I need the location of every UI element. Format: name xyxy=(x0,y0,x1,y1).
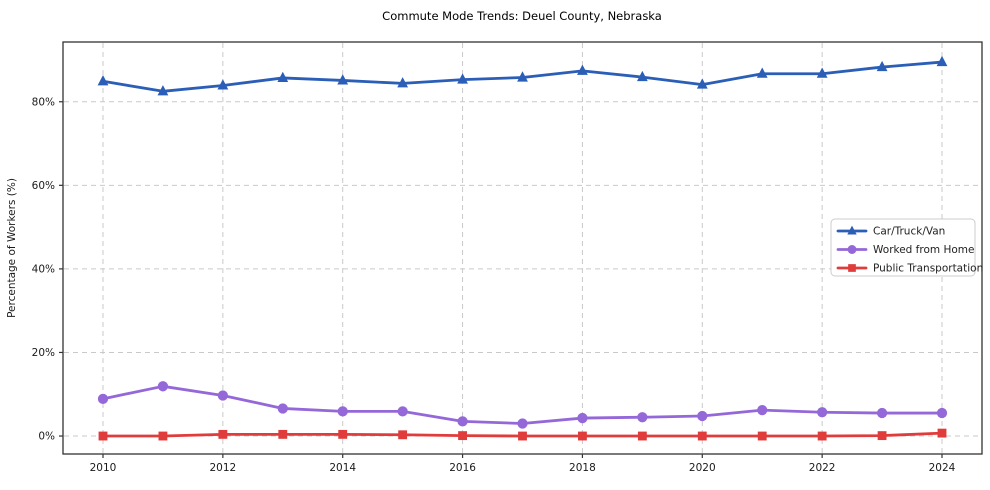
legend-item-worked-from-home: Worked from Home xyxy=(836,244,974,256)
square-marker xyxy=(817,431,827,441)
square-marker xyxy=(637,431,647,441)
legend-box xyxy=(830,218,976,277)
circle-marker xyxy=(697,410,708,422)
square-marker xyxy=(338,429,348,439)
plot-border xyxy=(62,41,983,455)
x-axis: 2010 2012 2014 2016 2018 2020 2022 2024 xyxy=(90,454,956,474)
circle-marker xyxy=(637,412,648,423)
data-series xyxy=(97,55,948,441)
y-tick-label: 60% xyxy=(32,180,55,192)
legend-item-public-transportation: Public Transportation xyxy=(836,263,983,275)
square-marker xyxy=(218,429,228,439)
triangle-marker xyxy=(277,71,289,82)
triangle-marker xyxy=(636,70,648,82)
circle-marker xyxy=(936,407,948,419)
square-marker xyxy=(757,431,767,441)
triangle-marker xyxy=(517,71,528,82)
x-tick-label: 2012 xyxy=(209,462,236,474)
x-tick-label: 2020 xyxy=(689,462,716,474)
y-tick-label: 80% xyxy=(32,96,55,108)
series-worked-from-home xyxy=(97,381,948,429)
circle-marker xyxy=(757,404,768,416)
circle-marker xyxy=(337,406,348,417)
series-public-transportation xyxy=(98,428,947,441)
square-marker xyxy=(848,264,856,272)
triangle-marker xyxy=(696,78,708,89)
square-marker xyxy=(278,429,288,439)
circle-marker xyxy=(847,245,857,254)
x-tick-label: 2022 xyxy=(809,462,836,474)
x-tick-label: 2024 xyxy=(929,462,956,474)
square-marker xyxy=(937,428,947,438)
square-marker xyxy=(518,431,527,441)
x-tick-label: 2010 xyxy=(90,462,117,474)
square-marker xyxy=(158,431,168,441)
triangle-marker xyxy=(397,77,409,88)
legend-label: Public Transportation xyxy=(873,263,983,275)
triangle-marker xyxy=(876,60,888,72)
square-marker xyxy=(877,431,887,441)
square-marker xyxy=(578,431,587,441)
triangle-marker xyxy=(457,73,468,84)
series-line xyxy=(101,384,944,425)
x-tick-label: 2018 xyxy=(569,462,596,474)
triangle-marker xyxy=(157,85,169,96)
circle-marker xyxy=(817,407,828,418)
circle-marker xyxy=(157,381,169,392)
y-tick-label: 20% xyxy=(32,347,55,359)
legend: Car/Truck/Van Worked from Home Public Tran… xyxy=(830,218,983,277)
circle-marker xyxy=(397,406,408,417)
triangle-marker xyxy=(337,74,349,85)
triangle-marker xyxy=(577,64,588,75)
triangle-marker xyxy=(816,67,828,78)
x-tick-label: 2014 xyxy=(329,462,356,474)
x-tick-label: 2016 xyxy=(449,462,476,474)
square-marker xyxy=(398,430,408,440)
circle-marker xyxy=(517,418,528,429)
chart-title: Commute Mode Trends: Deuel County, Nebra… xyxy=(382,9,662,23)
circle-marker xyxy=(457,416,468,427)
circle-marker xyxy=(97,393,109,404)
y-tick-label: 0% xyxy=(38,431,55,443)
series-car-truck-van xyxy=(97,55,948,96)
triangle-marker xyxy=(217,79,229,90)
triangle-marker xyxy=(756,67,768,78)
legend-label: Car/Truck/Van xyxy=(873,226,945,238)
triangle-marker xyxy=(936,55,948,67)
circle-marker xyxy=(577,412,588,424)
triangle-marker xyxy=(847,225,857,235)
circle-marker xyxy=(217,390,228,401)
triangle-marker xyxy=(97,75,109,86)
square-marker xyxy=(697,431,707,441)
square-marker xyxy=(98,431,108,441)
square-marker xyxy=(458,431,467,441)
circle-marker xyxy=(277,403,288,414)
circle-marker xyxy=(876,407,888,419)
y-axis: 0% 20% 40% 60% 80% xyxy=(32,96,63,443)
y-tick-label: 40% xyxy=(32,263,55,275)
legend-item-car-truck-van: Car/Truck/Van xyxy=(836,225,945,238)
y-axis-label: Percentage of Workers (%) xyxy=(6,178,18,318)
legend-label: Worked from Home xyxy=(873,244,974,256)
